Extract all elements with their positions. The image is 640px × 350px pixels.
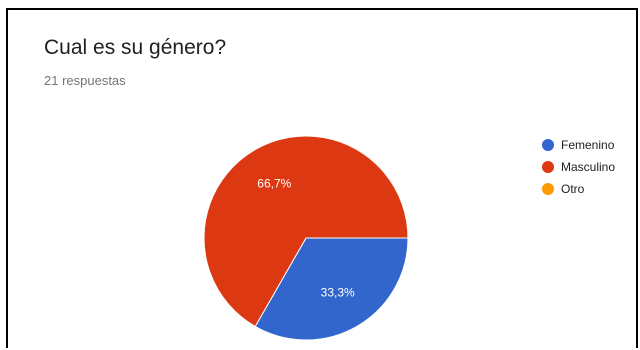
pie-labels: 33,3% 66,7% [257, 176, 355, 299]
chart-title: Cual es su género? [44, 36, 227, 59]
legend-item-femenino[interactable]: Femenino [542, 134, 615, 156]
chart-legend: Femenino Masculino Otro [542, 134, 615, 200]
legend-swatch-masculino [542, 161, 554, 173]
legend-item-otro[interactable]: Otro [542, 178, 615, 200]
legend-label-otro: Otro [561, 182, 585, 196]
pie-slice-femenino[interactable] [254, 237, 409, 341]
legend-item-masculino[interactable]: Masculino [542, 156, 615, 178]
legend-swatch-otro [542, 183, 554, 195]
pie-slices [203, 135, 409, 341]
pie-slice-masculino[interactable] [203, 135, 409, 328]
slice-label-masculino: 66,7% [257, 176, 291, 190]
legend-label-femenino: Femenino [561, 138, 615, 152]
response-count: 21 respuestas [44, 73, 126, 88]
legend-swatch-femenino [542, 139, 554, 151]
pie-chart: 33,3% 66,7% [203, 135, 409, 341]
legend-label-masculino: Masculino [561, 160, 616, 174]
slice-label-femenino: 33,3% [321, 286, 355, 300]
chart-card: Cual es su género? 21 respuestas 33,3% 66… [6, 8, 638, 348]
